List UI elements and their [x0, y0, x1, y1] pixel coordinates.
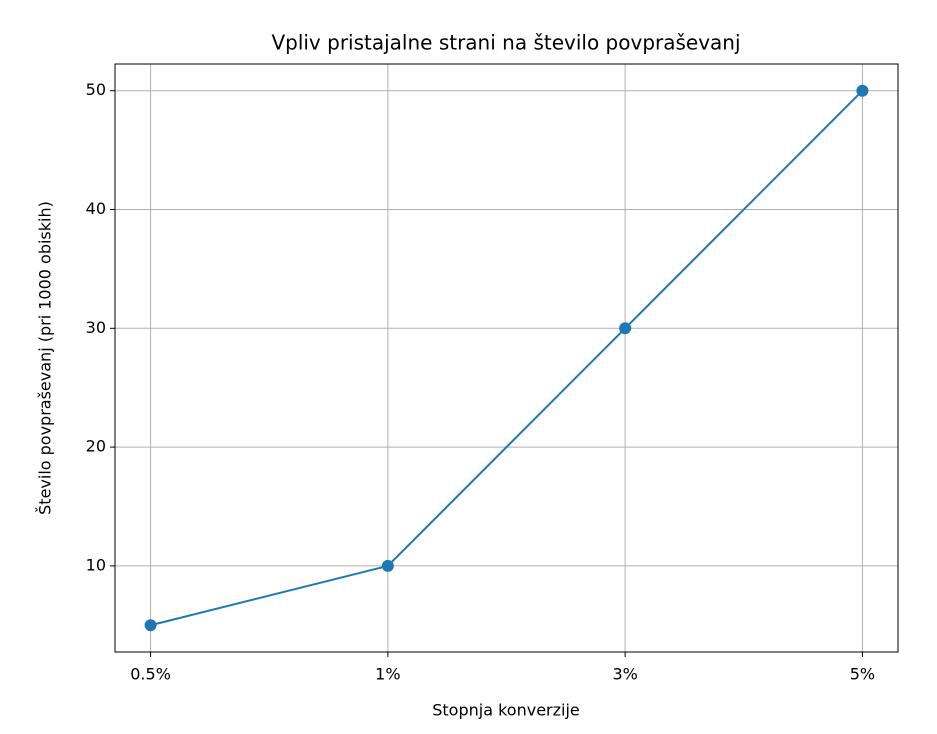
data-point [381, 559, 394, 572]
x-tick-label: 0.5% [130, 665, 171, 684]
data-point [619, 322, 632, 335]
x-tick-label: 1% [375, 665, 400, 684]
y-axis-label: Število povpraševanj (pri 1000 obiskih) [36, 201, 55, 515]
y-tick-label: 10 [86, 555, 106, 574]
plot-frame [114, 63, 899, 653]
x-tick-label: 3% [612, 665, 637, 684]
data-point [856, 84, 869, 97]
y-tick-label: 40 [86, 199, 106, 218]
x-axis-label: Stopnja konverzije [432, 701, 580, 720]
data-point [144, 619, 157, 632]
data-line [150, 90, 864, 627]
y-tick-label: 50 [86, 80, 106, 99]
y-tick-label: 30 [86, 318, 106, 337]
x-tick-label: 5% [850, 665, 875, 684]
chart-title: Vpliv pristajalne strani na število povp… [271, 31, 740, 55]
y-tick-label: 20 [86, 437, 106, 456]
